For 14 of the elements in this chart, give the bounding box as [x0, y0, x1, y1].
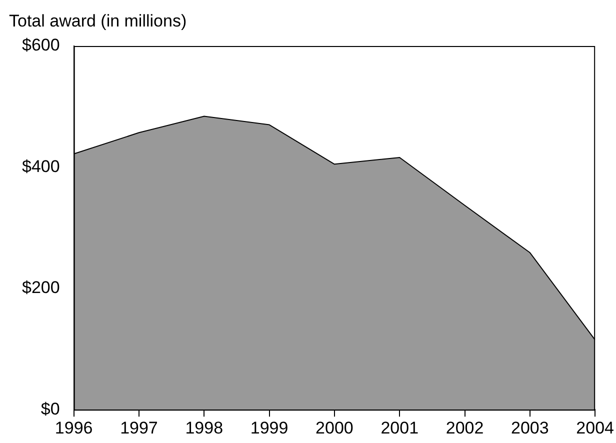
y-tick-label: $0 [40, 399, 60, 418]
x-tick-label: 2000 [316, 418, 354, 438]
x-tick-label: 2002 [446, 418, 484, 438]
y-axis-title: Total award (in millions) [9, 12, 187, 31]
y-tick-label: $400 [22, 156, 60, 176]
x-tick-label: 1996 [54, 418, 93, 438]
x-tick-label: 2003 [511, 418, 549, 438]
x-tick-label: 1997 [120, 418, 158, 438]
x-tick-label: 1999 [250, 418, 288, 438]
x-tick-label: 2001 [380, 418, 419, 438]
y-tick-label: $200 [22, 278, 60, 298]
y-tick-label: $600 [22, 36, 60, 55]
x-tick-label: 2004 [576, 418, 614, 438]
x-tick-label: 1998 [185, 418, 224, 438]
